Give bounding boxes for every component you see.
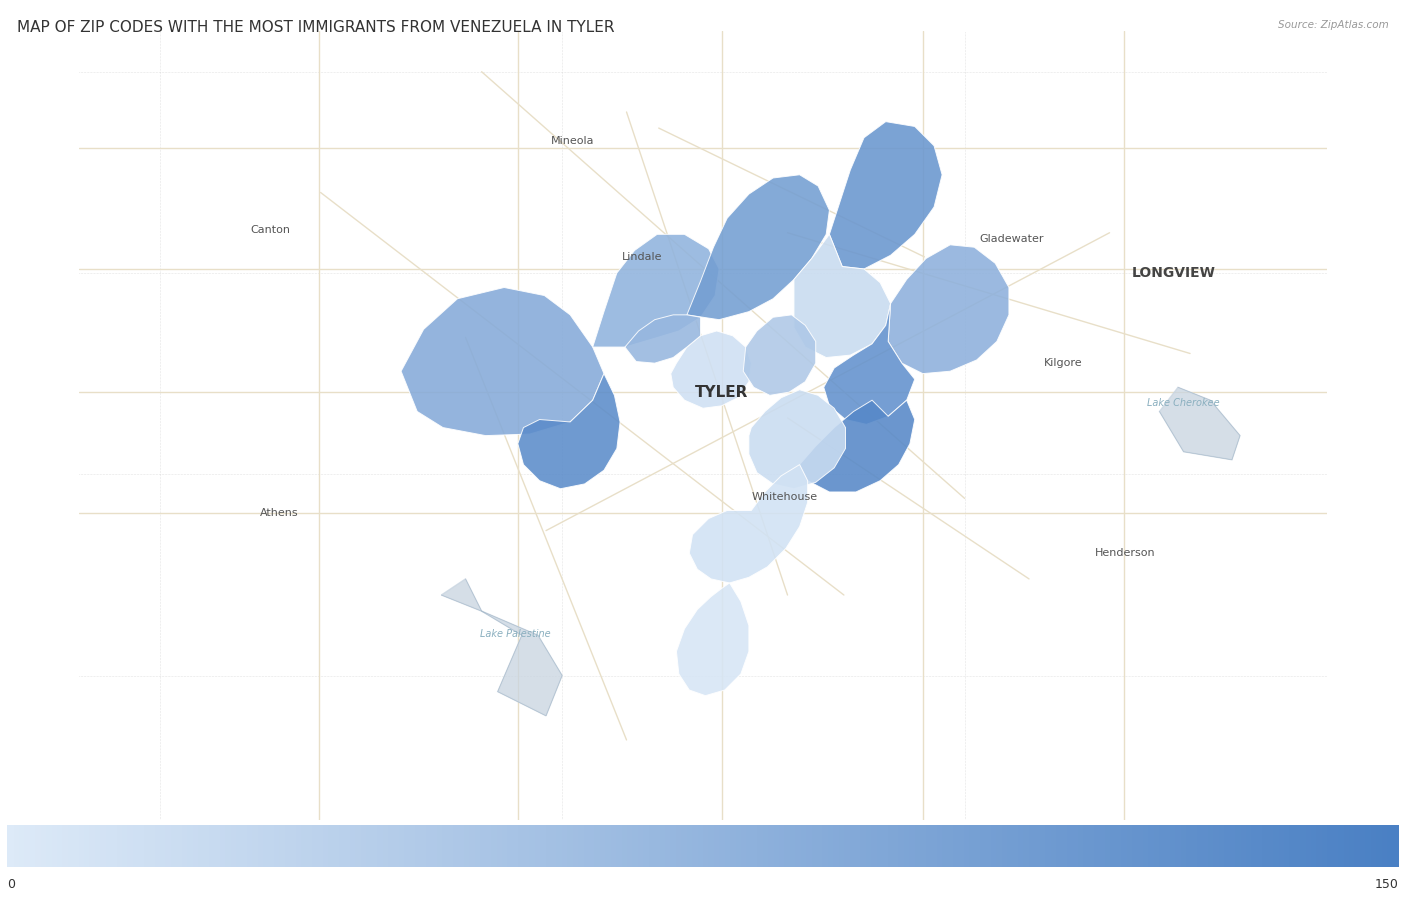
Text: Mineola: Mineola <box>551 136 595 146</box>
Text: MAP OF ZIP CODES WITH THE MOST IMMIGRANTS FROM VENEZUELA IN TYLER: MAP OF ZIP CODES WITH THE MOST IMMIGRANT… <box>17 20 614 35</box>
Text: Source: ZipAtlas.com: Source: ZipAtlas.com <box>1278 20 1389 30</box>
Text: Kilgore: Kilgore <box>1043 358 1083 369</box>
Text: Whitehouse: Whitehouse <box>751 492 817 502</box>
Text: 0: 0 <box>7 878 15 891</box>
Text: Lake Cherokee: Lake Cherokee <box>1147 398 1220 408</box>
Text: Lake Palestine: Lake Palestine <box>479 628 551 638</box>
Text: Lindale: Lindale <box>621 252 662 262</box>
Text: Henderson: Henderson <box>1095 548 1156 558</box>
Text: Canton: Canton <box>250 226 291 236</box>
Polygon shape <box>1160 387 1240 459</box>
Text: LONGVIEW: LONGVIEW <box>1132 266 1216 280</box>
Polygon shape <box>441 579 562 716</box>
Text: 150: 150 <box>1375 878 1399 891</box>
Text: Athens: Athens <box>260 508 298 518</box>
Text: Gladewater: Gladewater <box>979 234 1043 245</box>
Text: TYLER: TYLER <box>695 385 748 400</box>
